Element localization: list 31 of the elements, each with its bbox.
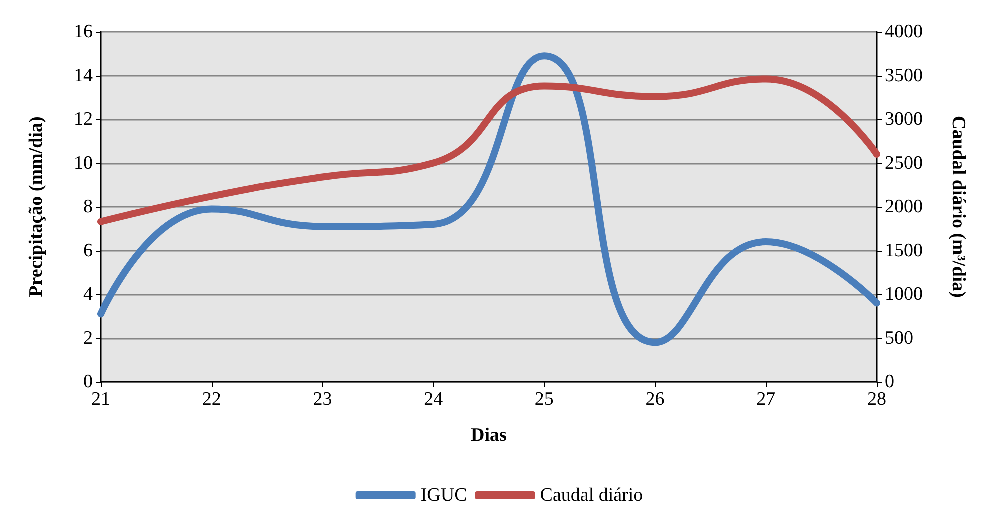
y2-tick-label: 4000 — [885, 22, 923, 42]
x-tick-label: 27 — [756, 389, 776, 410]
x-tick-label: 24 — [424, 389, 444, 410]
y2-tick-label: 0 — [885, 372, 894, 392]
y2-tick-label: 1500 — [885, 240, 923, 262]
y2-axis-title: Caudal diário (m³/dia) — [948, 116, 969, 298]
y2-tick-label: 3000 — [885, 109, 923, 130]
y-tick-label: 10 — [74, 152, 93, 174]
y-tick-label: 6 — [84, 240, 93, 262]
x-tick-label: 22 — [202, 389, 222, 410]
y-tick-label: 2 — [84, 328, 93, 349]
x-axis-title: Dias — [471, 425, 507, 446]
x-tick-label: 25 — [534, 389, 554, 410]
y-tick-label: 14 — [74, 65, 94, 86]
y-axis-title: Precipitação (mm/dia) — [26, 116, 47, 298]
legend-label: IGUC — [420, 485, 468, 506]
x-tick-label: 21 — [92, 389, 110, 410]
x-tick-label: 23 — [313, 389, 332, 410]
y-tick-label: 8 — [84, 196, 93, 218]
legend-label: Caudal diário — [540, 485, 644, 506]
y-tick-label: 12 — [74, 109, 93, 130]
y2-tick-label: 2500 — [885, 152, 923, 174]
y2-tick-label: 500 — [885, 328, 914, 349]
x-tick-label: 26 — [646, 389, 665, 410]
y-tick-label: 16 — [74, 22, 93, 42]
y-tick-label: 4 — [84, 284, 94, 305]
y2-tick-label: 3500 — [885, 65, 923, 86]
x-tick-label: 28 — [868, 389, 886, 410]
y2-tick-label: 1000 — [885, 284, 923, 305]
y2-tick-label: 2000 — [885, 196, 923, 218]
y-tick-label: 0 — [84, 372, 93, 392]
